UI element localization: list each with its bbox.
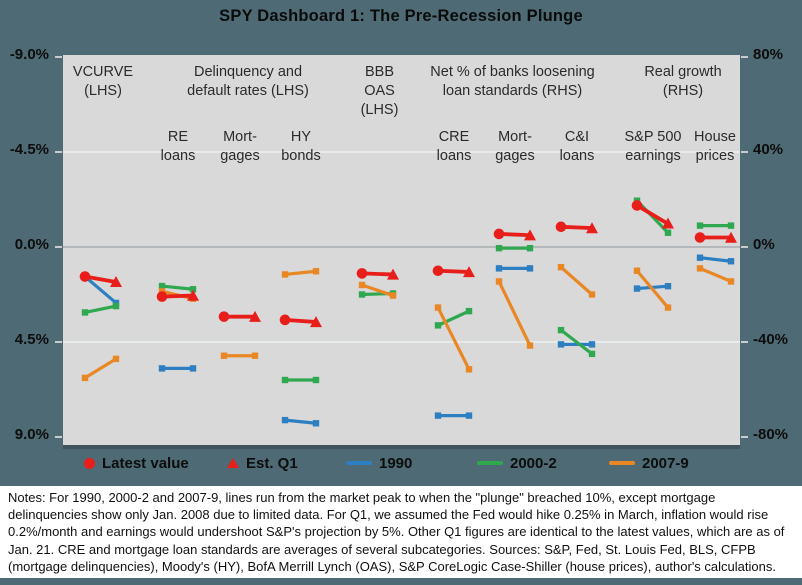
legend-label: Est. Q1 (246, 454, 298, 472)
plot-area: VCURVE (LHS) Delinquency and default rat… (63, 55, 740, 449)
subheader-mortgages-rhs: Mort- gages (495, 129, 535, 164)
axis-tick (55, 341, 62, 343)
subheader-house-prices: House prices (694, 129, 736, 164)
legend-item-1990: 1990 (346, 451, 412, 475)
right-axis-tick-label: 80% (753, 46, 784, 63)
legend-item-2007-9: 2007-9 (609, 451, 689, 475)
axis-tick (741, 246, 748, 248)
legend-label: Latest value (102, 454, 189, 472)
axis-tick (741, 436, 748, 438)
subheader-ci-loans: C&I loans (559, 129, 595, 164)
est-q1-triangle-icon (227, 458, 239, 468)
subheader-re-loans: RE loans (160, 129, 196, 164)
subheader-hy-bonds: HY bonds (281, 129, 321, 164)
axis-tick (55, 246, 62, 248)
legend-item-latest-value: Latest value (84, 451, 189, 475)
notes-panel: Notes: For 1990, 2000-2 and 2007-9, line… (0, 486, 802, 578)
legend-item-2000-2: 2000-2 (477, 451, 557, 475)
header-group-real-growth: Real growth (RHS) (644, 64, 722, 99)
legend-item-est-q1: Est. Q1 (227, 451, 298, 475)
subheader-sp500-earnings: S&P 500 earnings (624, 129, 682, 164)
axis-tick (741, 151, 748, 153)
header-group-vcurve: VCURVE (LHS) (72, 64, 134, 99)
right-axis-tick-label: -80% (753, 426, 789, 443)
left-axis-tick-label: 9.0% (14, 426, 49, 443)
header-group-loan-standards: Net % of banks loosening loan standards … (430, 64, 595, 99)
axis-tick (55, 151, 62, 153)
left-axis-tick-label: -9.0% (9, 46, 49, 63)
axis-tick (55, 436, 62, 438)
legend-label: 2000-2 (510, 454, 557, 472)
line-2007-9-icon (609, 461, 635, 465)
header-group-delinquency: Delinquency and default rates (LHS) (187, 64, 309, 99)
left-axis-tick-label: -4.5% (9, 141, 49, 158)
right-axis-tick-label: 0% (753, 236, 775, 253)
chart-series-svg (63, 151, 740, 427)
legend-label: 2007-9 (642, 454, 689, 472)
left-axis-tick-label: 0.0% (14, 236, 49, 253)
left-axis-tick-label: 4.5% (14, 331, 49, 348)
right-axis-tick-label: 40% (753, 141, 784, 158)
header-group-bbb-oas: BBB OAS (LHS) (360, 64, 399, 118)
legend-label: 1990 (379, 454, 413, 472)
chart-title: SPY Dashboard 1: The Pre-Recession Plung… (219, 7, 583, 25)
subheader-cre-loans: CRE loans (436, 129, 472, 164)
latest-value-circle-icon (84, 457, 95, 469)
axis-tick (55, 56, 62, 58)
right-axis-tick-label: -40% (753, 331, 789, 348)
axis-tick (741, 341, 748, 343)
axis-tick (741, 56, 748, 58)
line-1990-icon (346, 461, 372, 465)
notes-text: Notes: For 1990, 2000-2 and 2007-9, line… (8, 490, 785, 574)
line-2000-2-icon (477, 461, 503, 465)
subheader-mortgages-lhs: Mort- gages (220, 129, 260, 164)
